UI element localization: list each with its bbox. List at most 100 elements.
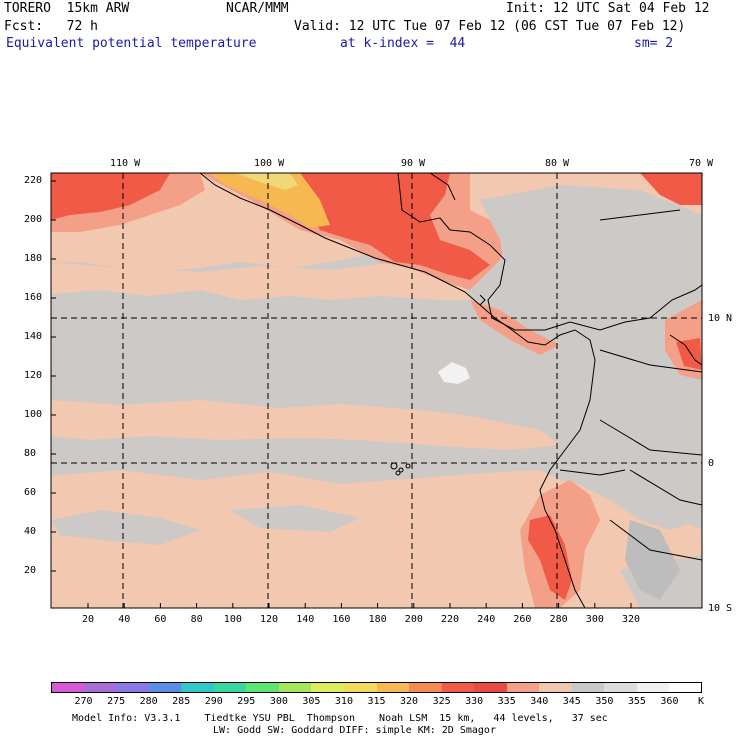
colorbar-label: 320 [400, 696, 419, 707]
colorbar-swatch [181, 682, 215, 693]
lon-label-70w: 70 W [689, 158, 714, 169]
colorbar-swatch [604, 682, 638, 693]
lon-label-90w: 90 W [401, 158, 426, 169]
colorbar-swatch [83, 682, 117, 693]
colorbar-swatch [246, 682, 280, 693]
colorbar-swatch [474, 682, 508, 693]
model-title: TORERO 15km ARW [4, 1, 130, 16]
x-tick-label: 300 [585, 614, 604, 625]
field-red-caribbean [640, 173, 702, 205]
x-tick-label: 320 [622, 614, 641, 625]
x-tick-label: 280 [549, 614, 568, 625]
x-tick-label: 40 [118, 614, 131, 625]
colorbar-label: 315 [367, 696, 386, 707]
colorbar-label: 280 [139, 696, 158, 707]
colorbar-label: 285 [172, 696, 191, 707]
colorbar-swatch [409, 682, 443, 693]
y-tick-label: 160 [24, 292, 43, 303]
colorbar-label: 310 [334, 696, 353, 707]
colorbar-swatch [116, 682, 150, 693]
y-tick-label: 100 [24, 409, 43, 420]
colorbar-swatch [376, 682, 410, 693]
colorbar-label: 330 [465, 696, 484, 707]
lat-label-0: 0 [708, 458, 715, 469]
colorbar-swatch [571, 682, 605, 693]
y-tick-label: 120 [24, 370, 43, 381]
colorbar-swatch [311, 682, 345, 693]
field-salmon-panama [470, 300, 560, 355]
x-tick-label: 180 [368, 614, 387, 625]
colorbar-swatch [539, 682, 573, 693]
x-tick-label: 120 [260, 614, 279, 625]
colorbar-swatch [213, 682, 247, 693]
colorbar-swatch [343, 682, 377, 693]
x-tick-label: 220 [441, 614, 460, 625]
valid-time: Valid: 12 UTC Tue 07 Feb 12 (06 CST Tue … [294, 19, 686, 34]
smoothing: sm= 2 [634, 36, 674, 51]
field-red-nw [51, 173, 170, 220]
field-red-venezuela [676, 338, 702, 370]
x-tick-label: 200 [404, 614, 423, 625]
field-yellow-mexico [235, 173, 298, 190]
lat-lon-grid [51, 173, 702, 608]
y-tick-label: 220 [24, 175, 43, 186]
y-tick-marks [51, 180, 56, 572]
colorbar-label: 270 [74, 696, 93, 707]
field-peach-band-2 [51, 262, 470, 300]
y-tick-label: 200 [24, 214, 43, 225]
colorbar-swatch [148, 682, 182, 693]
coastlines [199, 173, 702, 608]
field-grey-patch-1 [51, 510, 200, 545]
colorbar-unit: K [698, 696, 705, 707]
lat-label-10s: 10 S [708, 603, 733, 614]
field-darkgrey-andes [625, 520, 680, 600]
y-tick-label: 180 [24, 253, 43, 264]
lon-label-80w: 80 W [545, 158, 570, 169]
x-tick-label: 160 [332, 614, 351, 625]
field-peach-band-3 [51, 400, 560, 450]
colorbar-label: 325 [432, 696, 451, 707]
x-tick-label: 20 [82, 614, 95, 625]
colorbar-frame [51, 682, 702, 693]
forecast-hour: Fcst: 72 h [4, 19, 98, 34]
colorbar-swatch [441, 682, 475, 693]
init-time: Init: 12 UTC Sat 04 Feb 12 [506, 1, 710, 16]
lat-label-10n: 10 N [708, 313, 733, 324]
colorbar-label: 340 [530, 696, 549, 707]
x-tick-label: 140 [296, 614, 315, 625]
field-red-mexico [300, 173, 490, 280]
colorbar-swatch [506, 682, 540, 693]
colorbar-label: 275 [107, 696, 126, 707]
colorbar-swatch [51, 682, 85, 693]
y-tick-label: 140 [24, 331, 43, 342]
field-name: Equivalent potential temperature [6, 36, 257, 51]
colorbar-label: 360 [660, 696, 679, 707]
x-tick-label: 240 [477, 614, 496, 625]
plot-frame [50, 172, 703, 609]
colorbar-label: 290 [204, 696, 223, 707]
colorbar-label: 350 [595, 696, 614, 707]
field-orange-mexico [210, 173, 330, 228]
field-grey-andes [570, 430, 702, 530]
field-pale-patch [438, 362, 470, 384]
model-info: Model Info: V3.3.1 Tiedtke YSU PBL Thomp… [72, 713, 608, 724]
center-title: NCAR/MMM [226, 1, 289, 16]
y-tick-label: 80 [24, 448, 37, 459]
colorbar-swatch [278, 682, 312, 693]
colorbar-label: 300 [269, 696, 288, 707]
y-tick-label: 40 [24, 526, 37, 537]
x-tick-label: 80 [190, 614, 203, 625]
x-tick-label: 60 [154, 614, 167, 625]
field-grey-patch-2 [230, 505, 360, 532]
lon-label-100w: 100 W [254, 158, 285, 169]
lon-label-110w: 110 W [110, 158, 141, 169]
colorbar-swatch [669, 682, 703, 693]
colorbar-label: 355 [627, 696, 646, 707]
y-tick-label: 60 [24, 487, 37, 498]
colorbar-swatch [636, 682, 670, 693]
x-tick-label: 260 [513, 614, 532, 625]
colorbar-label: 295 [237, 696, 256, 707]
x-tick-marks [87, 603, 632, 608]
y-tick-label: 20 [24, 565, 37, 576]
